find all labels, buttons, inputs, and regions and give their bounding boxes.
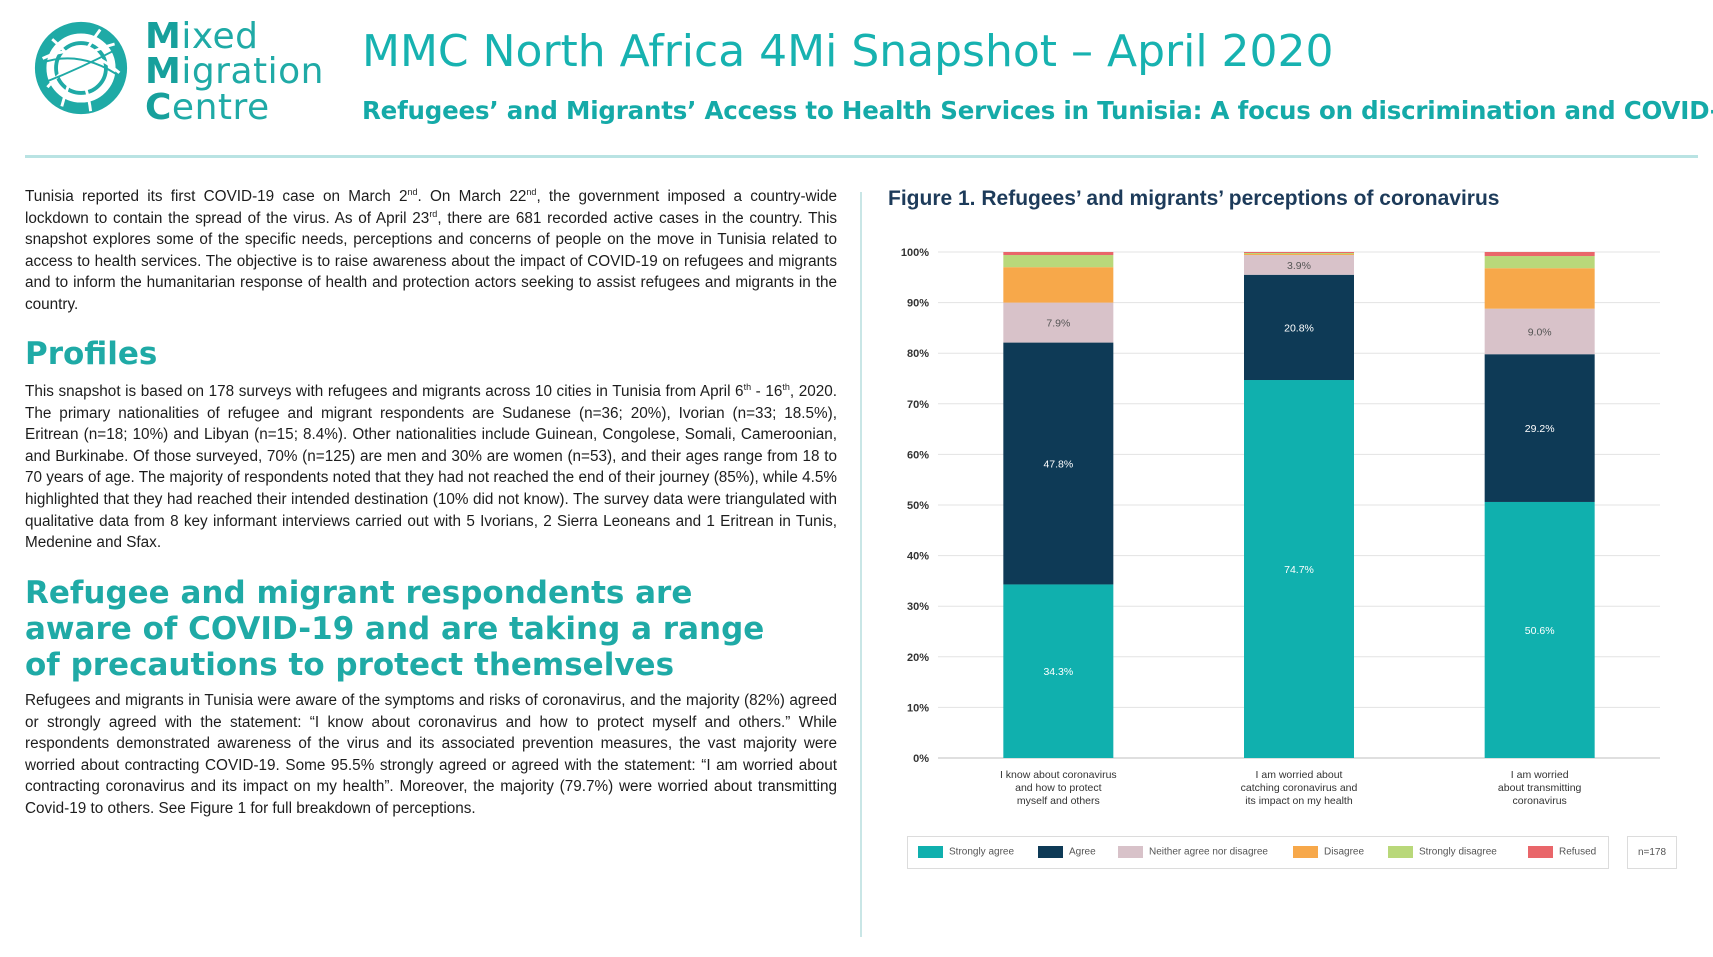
legend-item: Disagree [1293, 846, 1364, 858]
y-tick-label: 40% [907, 551, 929, 563]
mmc-logo-icon [34, 21, 128, 115]
bar-segment [1003, 302, 1114, 343]
y-tick-label: 0% [913, 753, 929, 765]
legend-label: Strongly disagree [1419, 846, 1497, 858]
bar-segment [1003, 584, 1114, 758]
bar-segment [1244, 255, 1354, 275]
stacked-bar-chart: 0% 10% 20% 30% 40% 50% 60% 70% 80% 90% 100% 34.3% 47… [901, 247, 1660, 807]
legend-label: Refused [1559, 846, 1597, 858]
bar-segment [1003, 255, 1114, 268]
bar-segment [1484, 256, 1595, 269]
data-label: 74.7% [1284, 564, 1314, 576]
bar-segment [1244, 274, 1354, 381]
profiles-paragraph: This snapshot is based on 178 surveys wi… [25, 381, 838, 552]
column-divider [860, 192, 862, 937]
data-label: 20.8% [1284, 322, 1314, 334]
chart-legend: Strongly agree Agree Neither agree nor dis… [907, 836, 1609, 869]
document-subtitle: Refugees’ and Migrants’ Access to Health… [362, 96, 1713, 125]
bar-segment [1484, 252, 1595, 257]
category-label: I am worried [1511, 769, 1569, 781]
bar-segment [1484, 308, 1595, 355]
y-tick-label: 70% [907, 399, 929, 411]
legend-swatch [1038, 846, 1063, 858]
data-label: 9.0% [1528, 326, 1552, 338]
legend-item: Agree [1038, 846, 1096, 858]
data-label: 34.3% [1043, 666, 1073, 678]
legend-item: Strongly disagree [1388, 846, 1497, 858]
header-divider [25, 155, 1698, 158]
legend-swatch [918, 846, 943, 858]
y-tick-label: 60% [907, 449, 929, 461]
category-label: I am worried about [1256, 769, 1343, 781]
category-label: about transmitting [1498, 782, 1582, 794]
bar-segment [1244, 253, 1354, 255]
bar-segment [1244, 380, 1354, 758]
bar-segment [1484, 268, 1595, 309]
data-label: 7.9% [1046, 318, 1070, 330]
profiles-heading: Profiles [25, 336, 158, 372]
legend-swatch [1528, 846, 1553, 858]
logo-text-line-1: Mixed [145, 16, 259, 57]
legend-label: Neither agree nor disagree [1149, 846, 1268, 858]
category-label: and how to protect [1015, 782, 1101, 794]
data-label: 29.2% [1525, 423, 1555, 435]
y-tick-label: 20% [907, 652, 929, 664]
awareness-heading: Refugee and migrant respondents are awar… [25, 575, 765, 683]
legend-label: Strongly agree [949, 846, 1015, 858]
bar-segment [1003, 252, 1114, 256]
logo-text-line-3: Centre [145, 87, 270, 128]
bar-segment [1244, 252, 1354, 254]
legend-item: Strongly agree [918, 846, 1014, 858]
sample-size-label: n=178 [1627, 836, 1677, 869]
y-tick-label: 10% [907, 702, 929, 714]
category-label: coronavirus [1513, 795, 1567, 807]
bar-segment [1003, 267, 1114, 303]
y-tick-label: 30% [907, 601, 929, 613]
bar-segment [1484, 354, 1595, 502]
bar-segment [1484, 501, 1595, 758]
document-title: MMC North Africa 4Mi Snapshot – April 20… [362, 26, 1334, 77]
intro-paragraph: Tunisia reported its first COVID-19 case… [25, 186, 837, 313]
bar-segment [1244, 254, 1354, 256]
legend-swatch [1388, 846, 1413, 858]
category-label: its impact on my health [1245, 795, 1353, 807]
legend-label: Disagree [1324, 846, 1365, 858]
legend-swatch [1293, 846, 1318, 858]
bar-segment [1003, 342, 1114, 585]
y-tick-label: 50% [907, 500, 929, 512]
figure-title: Figure 1. Refugees’ and migrants’ percep… [888, 187, 1500, 210]
y-tick-label: 100% [901, 247, 929, 259]
legend-item: Refused [1528, 846, 1596, 858]
data-label: 3.9% [1287, 260, 1311, 272]
category-label: catching coronavirus and [1241, 782, 1358, 794]
data-label: 50.6% [1525, 625, 1555, 637]
awareness-paragraph: Refugees and migrants in Tunisia were aw… [25, 692, 837, 817]
logo-text-line-2: Migration [145, 51, 325, 92]
legend-item: Neither agree nor disagree [1118, 846, 1268, 858]
category-label: myself and others [1017, 795, 1100, 807]
data-label: 47.8% [1043, 459, 1073, 471]
y-tick-label: 80% [907, 348, 929, 360]
legend-label: Agree [1069, 846, 1096, 858]
category-label: I know about coronavirus [1000, 769, 1117, 781]
y-tick-label: 90% [907, 298, 929, 310]
legend-swatch [1118, 846, 1143, 858]
